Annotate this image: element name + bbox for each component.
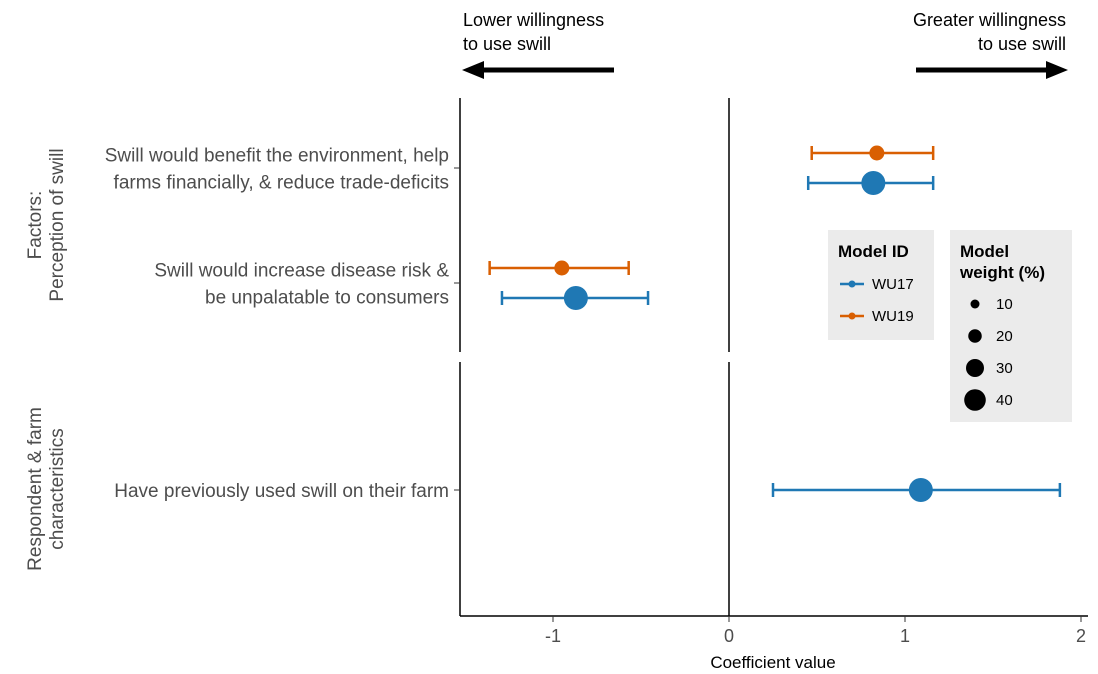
legend-title: weight (%) xyxy=(959,263,1045,282)
legend-key-point xyxy=(970,299,980,309)
legend-background xyxy=(950,230,1072,422)
arrow-right-head xyxy=(1046,61,1068,79)
legend-item-label: 10 xyxy=(996,296,1013,313)
x-axis-title: Coefficient value xyxy=(710,653,835,672)
legend-item-label: 40 xyxy=(996,392,1013,409)
estimate-wu17 xyxy=(500,286,650,310)
legend-title: Model xyxy=(960,242,1009,261)
strip-label: Respondent & farmcharacteristics xyxy=(25,407,68,571)
row-label: farms financially, & reduce trade-defici… xyxy=(114,173,449,194)
point-estimate xyxy=(869,145,885,161)
row-label: Have previously used swill on their farm xyxy=(114,481,449,502)
strip-label: Factors:Perception of swill xyxy=(25,148,68,301)
point-estimate xyxy=(554,260,570,276)
strip-label-line: Respondent & farm xyxy=(25,407,46,571)
estimate-wu17 xyxy=(806,171,935,195)
estimate-wu19 xyxy=(488,260,630,276)
x-tick-label: 1 xyxy=(900,626,910,646)
row-label: Swill would benefit the environment, hel… xyxy=(105,146,449,167)
strip-label-line: Factors: xyxy=(25,191,46,260)
legend-title: Model ID xyxy=(838,242,909,261)
annotation-right-line: to use swill xyxy=(978,34,1066,54)
x-tick-label: -1 xyxy=(545,626,561,646)
legend-key-point xyxy=(966,359,984,377)
legend-item-wu17: WU17 xyxy=(840,276,914,293)
legend-key-dot xyxy=(848,280,856,288)
legend-item-label: WU19 xyxy=(872,308,914,325)
legend-item-label: 30 xyxy=(996,360,1013,377)
annotation-left-line: Lower willingness xyxy=(463,10,604,30)
legend-item-label: WU17 xyxy=(872,276,914,293)
legend-item-weight: 20 xyxy=(968,328,1013,345)
legend-item-weight: 40 xyxy=(964,389,1013,411)
legend-item-wu19: WU19 xyxy=(840,308,914,325)
legend-key-point xyxy=(968,329,982,343)
legend-model-id: Model ID WU17 WU19 xyxy=(828,230,934,340)
arrow-left-head xyxy=(462,61,484,79)
annotation-left-line: to use swill xyxy=(463,34,551,54)
point-estimate xyxy=(563,286,588,310)
estimate-wu19 xyxy=(810,145,935,161)
legend-key-dot xyxy=(848,312,856,320)
annotation-right-line: Greater willingness xyxy=(913,10,1066,30)
point-estimate xyxy=(908,478,933,502)
row-label: be unpalatable to consumers xyxy=(205,288,449,309)
strip-label-line: characteristics xyxy=(47,428,68,549)
legend-key-point xyxy=(964,389,986,411)
row-label: Swill would increase disease risk & xyxy=(154,261,449,282)
legend-item-weight: 10 xyxy=(970,296,1013,313)
legend-item-label: 20 xyxy=(996,328,1013,345)
legend-model-weight: Model weight (%) 10 20 30 40 xyxy=(950,230,1072,422)
point-estimate xyxy=(861,171,886,195)
x-tick-label: 2 xyxy=(1076,626,1086,646)
legend-item-weight: 30 xyxy=(966,359,1013,377)
estimate-wu17 xyxy=(771,478,1062,502)
x-tick-label: 0 xyxy=(724,626,734,646)
strip-label-line: Perception of swill xyxy=(47,148,68,301)
